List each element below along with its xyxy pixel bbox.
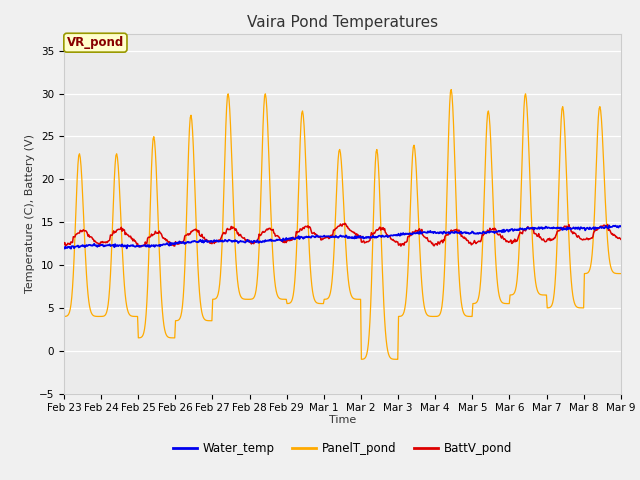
Text: VR_pond: VR_pond xyxy=(67,36,124,49)
Legend: Water_temp, PanelT_pond, BattV_pond: Water_temp, PanelT_pond, BattV_pond xyxy=(168,437,516,460)
X-axis label: Time: Time xyxy=(329,415,356,425)
Title: Vaira Pond Temperatures: Vaira Pond Temperatures xyxy=(247,15,438,30)
Y-axis label: Temperature (C), Battery (V): Temperature (C), Battery (V) xyxy=(25,134,35,293)
